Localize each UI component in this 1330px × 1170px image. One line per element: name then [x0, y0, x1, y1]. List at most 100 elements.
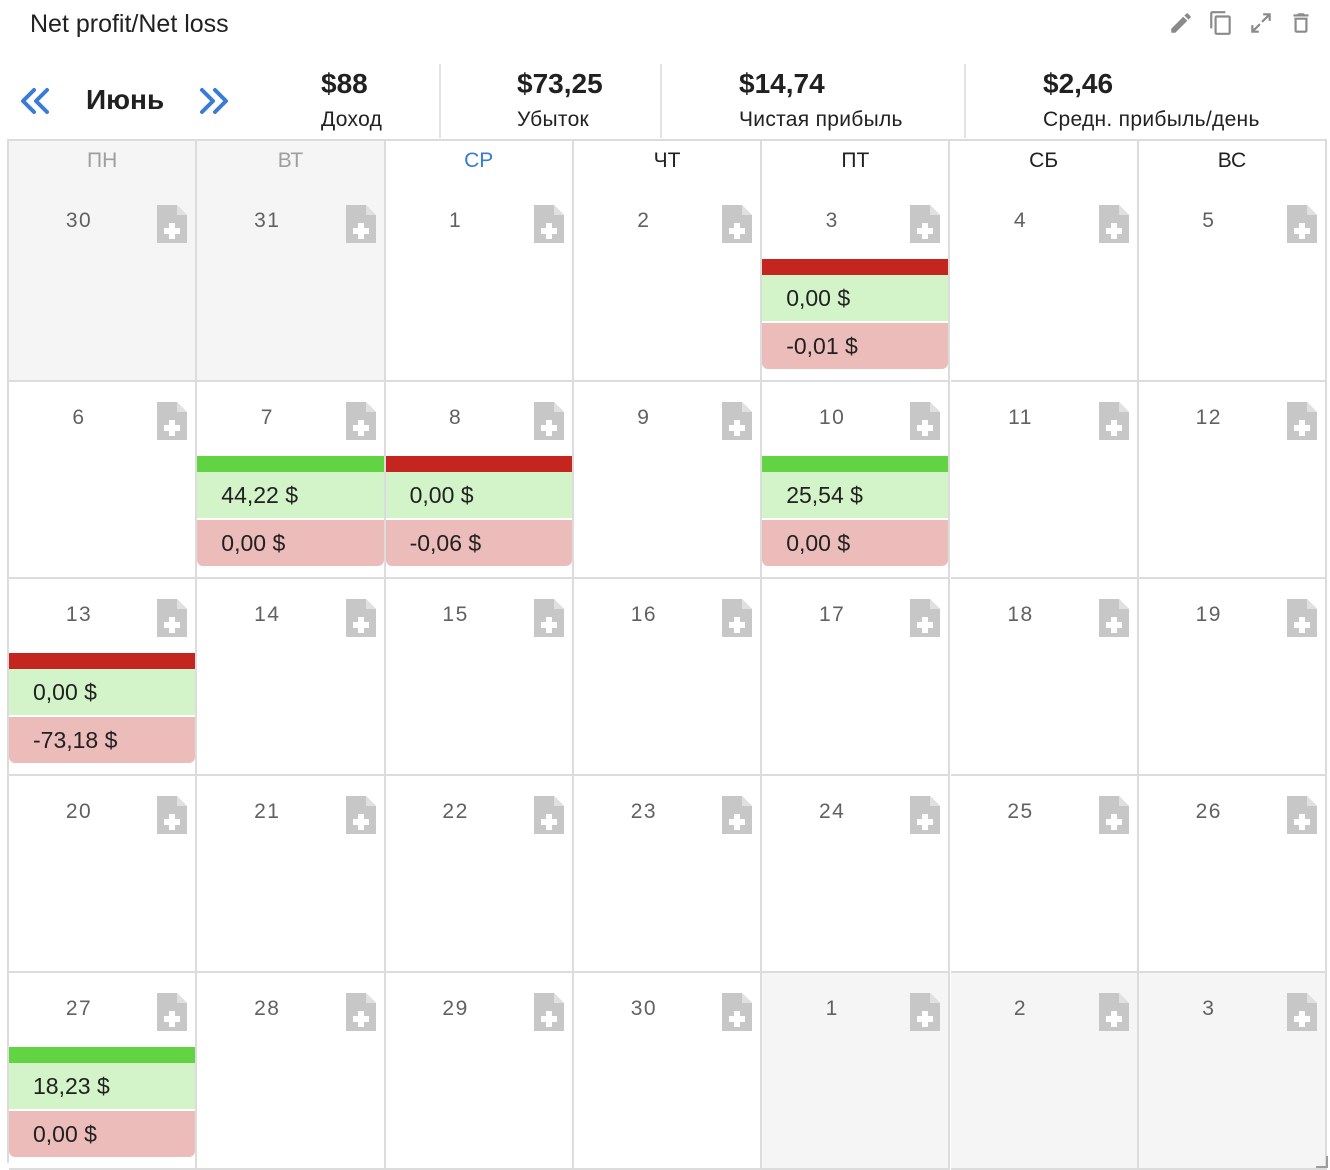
add-note-icon[interactable] — [344, 597, 378, 639]
profit-indicator — [9, 1047, 196, 1063]
day-number: 31 — [254, 209, 281, 232]
double-chevron-left-icon[interactable] — [18, 86, 52, 116]
add-note-icon[interactable] — [344, 203, 378, 245]
add-note-icon[interactable] — [720, 794, 754, 836]
add-note-icon[interactable] — [1097, 794, 1131, 836]
add-note-icon[interactable] — [908, 400, 942, 442]
add-note-icon[interactable] — [908, 203, 942, 245]
add-note-icon[interactable] — [344, 794, 378, 836]
calendar-day-cell[interactable]: 19 — [1138, 579, 1328, 776]
calendar-week: 6 7 44,22 $0,00 $8 0,00 $ -0,06 $9 10 25,54 $0… — [9, 382, 1328, 579]
add-note-icon[interactable] — [1097, 991, 1131, 1033]
add-note-icon[interactable] — [155, 991, 189, 1033]
calendar-day-cell[interactable]: 27 18,23 $0,00 $ — [9, 973, 198, 1170]
day-number: 1 — [449, 209, 463, 232]
add-note-icon[interactable] — [1285, 597, 1319, 639]
weekday-label: ПТ — [762, 141, 951, 185]
add-note-icon[interactable] — [720, 597, 754, 639]
add-note-icon[interactable] — [720, 203, 754, 245]
day-number: 27 — [65, 997, 93, 1020]
calendar-day-cell[interactable]: 20 — [9, 776, 198, 973]
add-note-icon[interactable] — [532, 991, 566, 1033]
calendar-day-cell[interactable]: 3 — [1138, 973, 1328, 1170]
add-note-icon[interactable] — [155, 203, 189, 245]
trash-icon[interactable] — [1288, 8, 1314, 38]
calendar-day-cell[interactable]: 22 — [385, 776, 574, 973]
add-note-icon[interactable] — [532, 597, 566, 639]
calendar-day-cell[interactable]: 29 — [385, 973, 574, 1170]
calendar-day-cell[interactable]: 16 — [573, 579, 763, 776]
add-note-icon[interactable] — [155, 794, 189, 836]
add-note-icon[interactable] — [720, 400, 754, 442]
add-note-icon[interactable] — [1285, 991, 1319, 1033]
calendar-day-cell[interactable]: 14 — [197, 579, 386, 776]
calendar-day-cell[interactable]: 7 44,22 $0,00 $ — [197, 382, 386, 579]
day-number: 28 — [254, 997, 281, 1020]
calendar-day-cell[interactable]: 6 — [9, 382, 198, 579]
day-number: 8 — [449, 406, 463, 429]
calendar-day-cell[interactable]: 30 — [9, 185, 198, 382]
calendar-day-cell[interactable]: 25 — [950, 776, 1139, 973]
calendar-day-cell[interactable]: 5 — [1138, 185, 1328, 382]
add-note-icon[interactable] — [532, 203, 566, 245]
weekday-label: СБ — [951, 141, 1139, 185]
calendar-day-cell[interactable]: 8 0,00 $ -0,06 $ — [385, 382, 574, 579]
resize-handle[interactable] — [1316, 1156, 1328, 1168]
day-number: 14 — [254, 603, 281, 626]
copy-icon[interactable] — [1208, 8, 1234, 38]
calendar-day-cell[interactable]: 4 — [950, 185, 1139, 382]
add-note-icon[interactable] — [908, 991, 942, 1033]
add-note-icon[interactable] — [155, 597, 189, 639]
calendar-day-cell[interactable]: 31 — [197, 185, 386, 382]
add-note-icon[interactable] — [532, 400, 566, 442]
calendar-day-cell[interactable]: 1 — [385, 185, 574, 382]
add-note-icon[interactable] — [908, 597, 942, 639]
add-note-icon[interactable] — [908, 794, 942, 836]
calendar-day-cell[interactable]: 15 — [385, 579, 574, 776]
add-note-icon[interactable] — [1097, 203, 1131, 245]
day-loss-value: -0,01 $ — [762, 323, 949, 369]
calendar-day-cell[interactable]: 3 0,00 $ -0,01 $ — [762, 185, 951, 382]
calendar-day-cell[interactable]: 24 — [762, 776, 951, 973]
day-number: 6 — [72, 406, 86, 429]
calendar-day-cell[interactable]: 21 — [197, 776, 386, 973]
day-number: 13 — [65, 603, 93, 626]
calendar-day-cell[interactable]: 17 — [762, 579, 951, 776]
add-note-icon[interactable] — [1097, 400, 1131, 442]
day-number: 18 — [1007, 603, 1034, 626]
add-note-icon[interactable] — [720, 991, 754, 1033]
calendar-day-cell[interactable]: 1 — [762, 973, 951, 1170]
day-income-value: 0,00 $ — [385, 472, 572, 518]
weekday-label: СР — [386, 141, 574, 185]
calendar-day-cell[interactable]: 30 — [573, 973, 763, 1170]
add-note-icon[interactable] — [155, 400, 189, 442]
calendar-grid: ПН ВТ СР ЧТ ПТ СБ ВС 30 31 1 2 3 0,00 $ -0,01 $4 5 6 7 4… — [7, 139, 1328, 1170]
calendar-day-cell[interactable]: 28 — [197, 973, 386, 1170]
add-note-icon[interactable] — [344, 400, 378, 442]
calendar-day-cell[interactable]: 10 25,54 $0,00 $ — [762, 382, 951, 579]
add-note-icon[interactable] — [1097, 597, 1131, 639]
stat-net-profit-label: Чистая прибыль — [739, 108, 903, 131]
day-number: 3 — [1202, 997, 1216, 1020]
weekday-label: ЧТ — [574, 141, 763, 185]
calendar-day-cell[interactable]: 26 — [1138, 776, 1328, 973]
expand-icon[interactable] — [1248, 8, 1274, 38]
add-note-icon[interactable] — [344, 991, 378, 1033]
calendar-day-cell[interactable]: 11 — [950, 382, 1139, 579]
calendar-day-cell[interactable]: 2 — [573, 185, 763, 382]
calendar-day-cell[interactable]: 23 — [573, 776, 763, 973]
add-note-icon[interactable] — [1285, 400, 1319, 442]
calendar-day-cell[interactable]: 12 — [1138, 382, 1328, 579]
calendar-day-cell[interactable]: 2 — [950, 973, 1139, 1170]
pencil-icon[interactable] — [1168, 8, 1194, 38]
weekday-label: ВТ — [197, 141, 386, 185]
calendar-day-cell[interactable]: 13 0,00 $ -73,18 $ — [9, 579, 198, 776]
day-number: 10 — [819, 406, 846, 429]
add-note-icon[interactable] — [532, 794, 566, 836]
day-number: 30 — [630, 997, 658, 1020]
calendar-day-cell[interactable]: 18 — [950, 579, 1139, 776]
calendar-day-cell[interactable]: 9 — [573, 382, 763, 579]
add-note-icon[interactable] — [1285, 203, 1319, 245]
add-note-icon[interactable] — [1285, 794, 1319, 836]
double-chevron-right-icon[interactable] — [197, 86, 231, 116]
